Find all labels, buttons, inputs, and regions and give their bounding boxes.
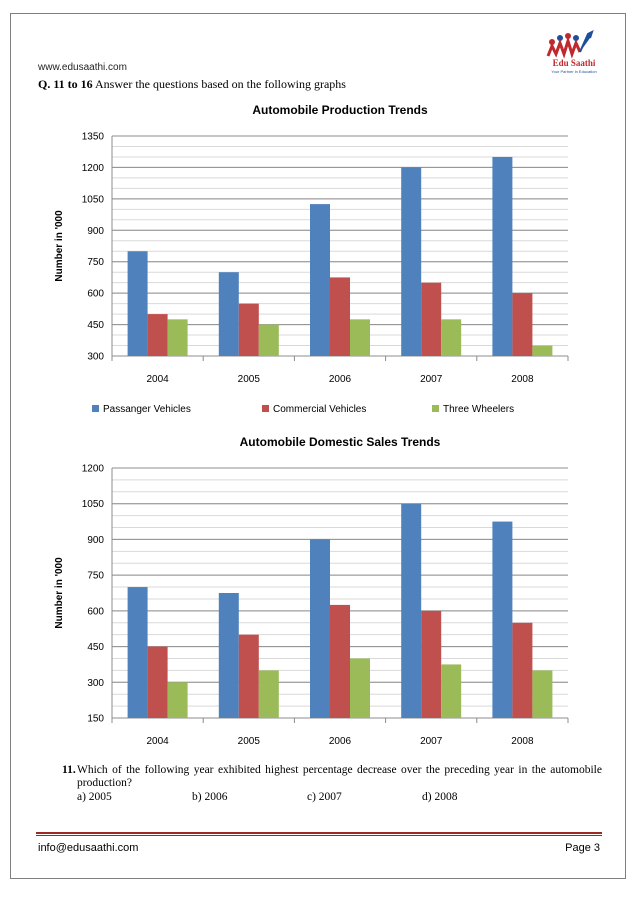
bar-series-1-2008 [492,521,513,718]
y-tick-label: 600 [87,289,104,300]
footer-rule-thin [36,835,602,836]
x-tick-label: 2007 [420,736,443,747]
page-frame [10,13,626,879]
footer-page-number: Page 3 [565,842,600,854]
site-url: www.edusaathi.com [38,62,127,73]
legend-label: Commercial Vehicles [273,404,366,415]
bar-series-3-2006 [350,658,370,718]
y-tick-label: 900 [87,226,104,237]
bar-series-1-2005 [218,593,239,718]
edu-saathi-logo: Edu Saathi Your Partner in Education [546,30,597,74]
y-tick-label: 450 [87,320,104,331]
question-text: Which of the following year exhibited hi… [77,764,602,789]
x-tick-label: 2008 [511,736,534,747]
bar-commercial-vehicles-2005 [238,303,259,356]
bar-passanger-vehicles-2008 [492,156,513,356]
bar-commercial-vehicles-2008 [512,293,533,356]
legend-label: Passanger Vehicles [103,404,191,415]
sales-chart: Automobile Domestic Sales Trends 150 300 45… [54,435,569,747]
x-tick-label: 2007 [420,374,443,385]
option-d[interactable]: d) 2008 [422,791,458,803]
bar-series-2-2007 [421,610,442,718]
question-heading: Q. 11 to 16 Answer the questions based o… [38,77,346,92]
footer-email: info@edusaathi.com [38,842,139,854]
bar-series-1-2006 [310,539,330,718]
legend-swatch [262,405,269,412]
option-a[interactable]: a) 2005 [77,791,112,803]
bar-three-wheelers-2005 [258,324,279,356]
bar-passanger-vehicles-2007 [401,167,422,356]
x-tick-label: 2004 [146,736,169,747]
chart-title: Automobile Production Trends [252,103,428,117]
y-tick-label: 600 [87,606,104,617]
x-tick-label: 2008 [511,374,534,385]
y-axis-label: Number in '000 [54,210,65,282]
x-tick-label: 2004 [146,374,169,385]
x-tick-label: 2005 [238,374,261,385]
bar-series-3-2005 [258,670,279,718]
bar-commercial-vehicles-2004 [147,314,168,356]
y-tick-label: 150 [87,714,104,725]
bar-three-wheelers-2007 [441,319,462,356]
x-tick-label: 2005 [238,736,261,747]
y-tick-label: 1200 [82,163,105,174]
bar-three-wheelers-2008 [532,345,553,356]
y-tick-label: 1050 [82,194,105,205]
x-tick-label: 2006 [329,736,352,747]
y-tick-label: 750 [87,571,104,582]
x-tick-label: 2006 [329,374,352,385]
bar-three-wheelers-2006 [350,319,370,356]
y-tick-label: 750 [87,257,104,268]
footer-rule [36,832,602,834]
legend-swatch [92,405,99,412]
bar-three-wheelers-2004 [167,319,188,356]
bar-series-3-2008 [532,670,553,718]
bar-passanger-vehicles-2005 [218,272,239,356]
y-tick-label: 1350 [82,132,105,143]
bar-passanger-vehicles-2006 [310,204,330,356]
legend-swatch [432,405,439,412]
option-b[interactable]: b) 2006 [192,791,228,803]
y-tick-label: 300 [87,352,104,363]
bar-series-2-2005 [238,634,259,718]
bar-passanger-vehicles-2004 [127,251,148,356]
logo-text: Edu Saathi [553,58,596,68]
y-axis-label: Number in '000 [54,557,65,629]
y-tick-label: 1050 [82,499,105,510]
question-11: 11. Which of the following year exhibite… [62,764,602,804]
chart-title: Automobile Domestic Sales Trends [240,435,441,449]
y-tick-label: 1200 [82,464,105,475]
y-tick-label: 900 [87,535,104,546]
bar-series-2-2004 [147,646,168,718]
bar-series-1-2004 [127,587,148,718]
bar-commercial-vehicles-2007 [421,282,442,356]
y-tick-label: 300 [87,678,104,689]
bar-series-3-2007 [441,664,462,718]
answer-options: a) 2005 b) 2006 c) 2007 d) 2008 [62,791,602,804]
option-c[interactable]: c) 2007 [307,791,342,803]
production-chart: Automobile Production Trends 300 450 600 750… [54,103,569,415]
bar-series-3-2004 [167,682,188,718]
logo-tagline: Your Partner in Education [551,69,596,74]
bar-commercial-vehicles-2006 [330,277,350,356]
bar-series-1-2007 [401,503,422,718]
question-number: 11. [62,764,76,776]
y-tick-label: 450 [87,642,104,653]
question-range: Q. 11 to 16 [38,77,93,91]
legend-label: Three Wheelers [443,404,514,415]
bar-series-2-2008 [512,622,533,718]
instruction-text: Answer the questions based on the follow… [95,77,346,91]
bar-series-2-2006 [330,604,350,718]
